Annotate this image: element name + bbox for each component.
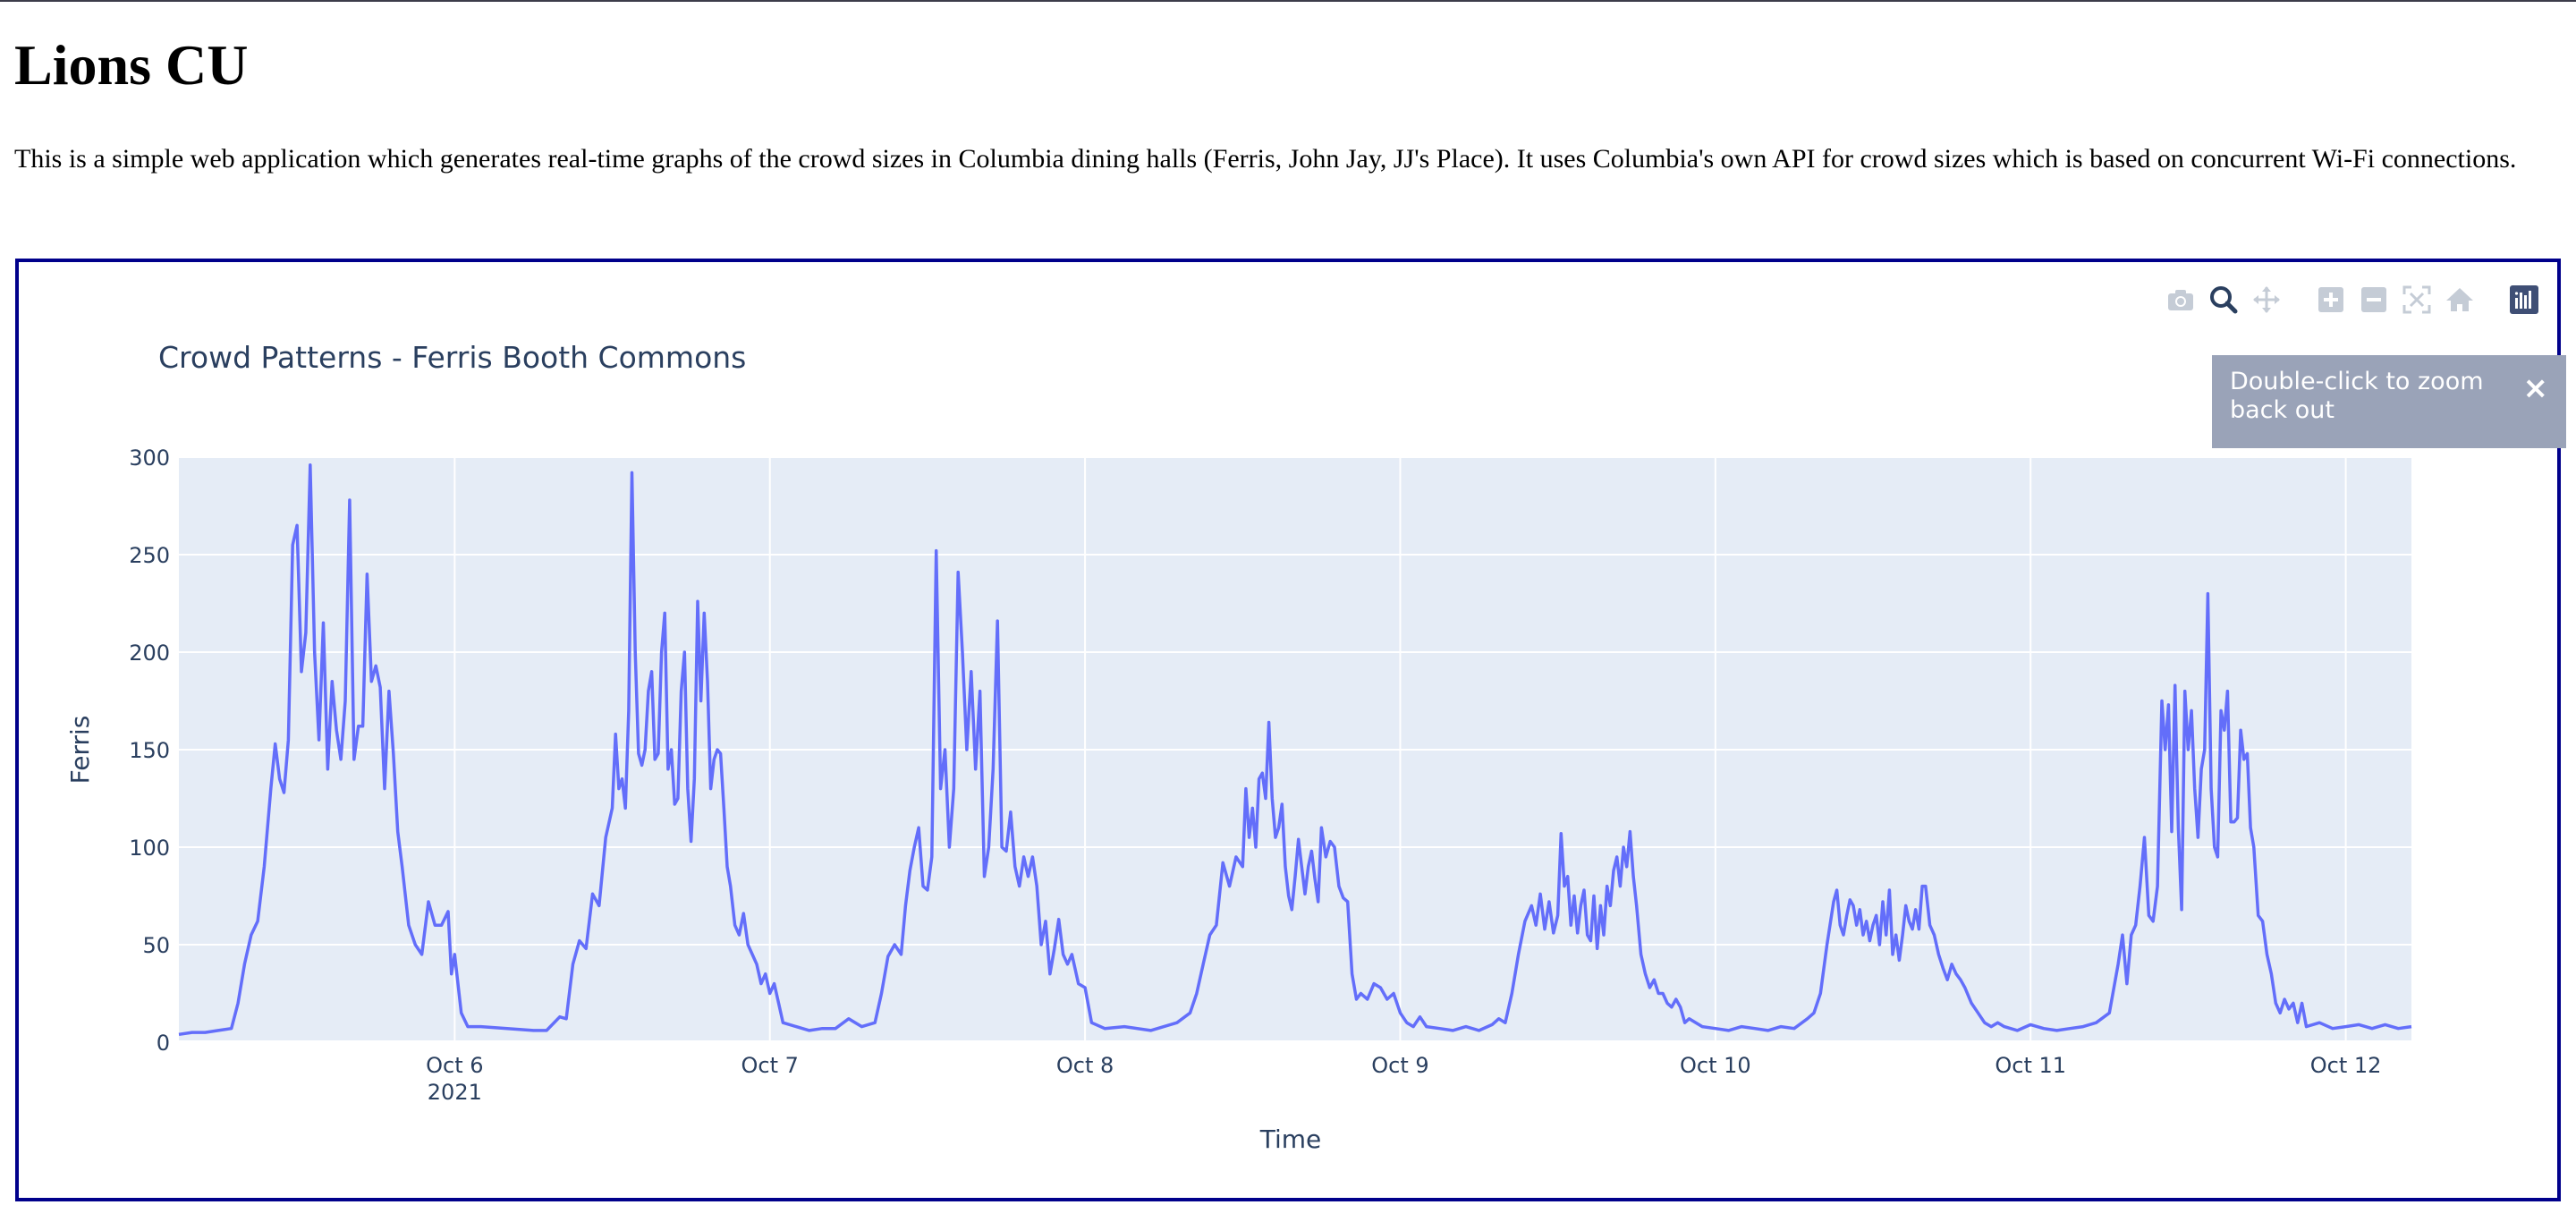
plotly-logo-icon[interactable] <box>2505 280 2543 319</box>
pan-icon[interactable] <box>2248 280 2285 319</box>
y-tick-label: 100 <box>129 836 170 861</box>
y-tick-label: 300 <box>129 446 170 471</box>
reset-axes-icon[interactable] <box>2441 280 2479 319</box>
top-border <box>0 0 2576 2</box>
zoom-in-icon[interactable] <box>2312 280 2350 319</box>
zoom-icon[interactable] <box>2205 280 2242 319</box>
x-tick-label: Oct 9 <box>1371 1053 1428 1078</box>
modebar <box>2157 280 2543 319</box>
intro-paragraph: This is a simple web application which g… <box>14 143 2555 175</box>
x-tick-label: Oct 7 <box>741 1053 799 1078</box>
x-tick-label: Oct 6 <box>426 1053 483 1078</box>
x-tick-label: Oct 11 <box>1995 1053 2066 1078</box>
x-tick-year-label: 2021 <box>428 1080 482 1105</box>
y-axis-title: Ferris <box>65 716 95 785</box>
y-tick-label: 0 <box>157 1031 170 1056</box>
x-axis-title: Time <box>1259 1124 1322 1154</box>
x-tick-label: Oct 12 <box>2310 1053 2382 1078</box>
notifier-message: Double-click to zoom back out <box>2230 368 2498 425</box>
y-tick-label: 250 <box>129 543 170 568</box>
plot-container[interactable]: 0 50 100 150 200 250 300 Oct 6 2021 Oct 7 Oct 8 Oct… <box>15 259 2561 1201</box>
close-icon[interactable]: × <box>2523 373 2549 403</box>
zoom-out-icon[interactable] <box>2355 280 2393 319</box>
zoom-notifier[interactable]: Double-click to zoom back out × <box>2212 355 2566 448</box>
page-title: Lions CU <box>14 34 248 97</box>
y-tick-label: 50 <box>142 933 170 958</box>
y-tick-label: 200 <box>129 641 170 666</box>
x-tick-label: Oct 8 <box>1056 1053 1114 1078</box>
x-tick-label: Oct 10 <box>1680 1053 1751 1078</box>
autoscale-icon[interactable] <box>2398 280 2436 319</box>
y-tick-label: 150 <box>129 738 170 763</box>
chart-title: Crowd Patterns - Ferris Booth Commons <box>158 340 746 375</box>
camera-icon[interactable] <box>2162 280 2199 319</box>
